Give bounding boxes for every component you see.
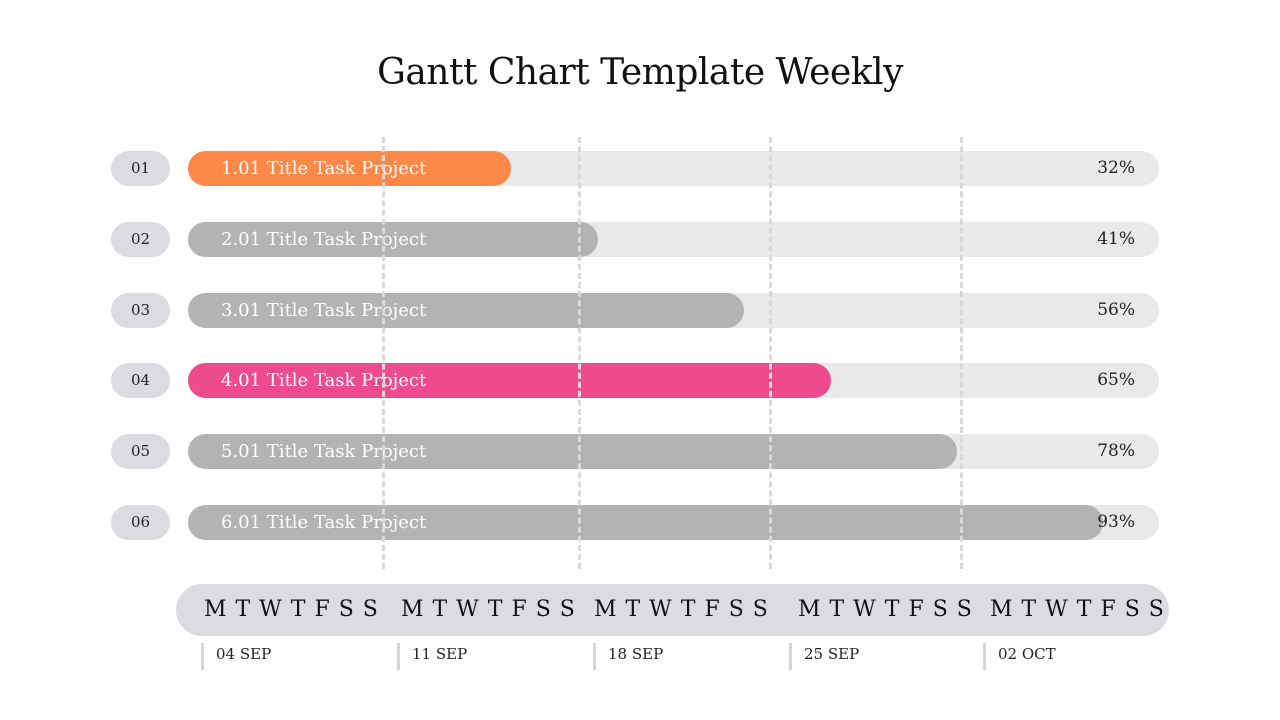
task-bar [188,434,957,469]
week-date-label: 11 SEP [412,645,468,663]
week-days: M T W T F S S [204,597,379,622]
date-tick [593,643,596,670]
week-date-label: 04 SEP [216,645,272,663]
week-days: M T W T F S S [594,597,769,622]
task-label: 2.01 Title Task Project [221,229,427,250]
week-days-band [176,584,1169,636]
week-gridline [382,137,385,569]
task-bar [188,363,831,398]
task-label: 5.01 Title Task Project [221,441,427,462]
week-gridline [960,137,963,569]
week-date-label: 18 SEP [608,645,664,663]
task-percent: 78% [1097,441,1135,461]
week-date-label: 25 SEP [804,645,860,663]
week-gridline [769,137,772,569]
task-percent: 41% [1097,229,1135,249]
task-number: 04 [111,363,170,398]
task-number: 05 [111,434,170,469]
week-days: M T W T F S S [401,597,576,622]
week-days: M T W T F S S [798,597,973,622]
task-bar [188,293,744,328]
date-tick [789,643,792,670]
week-days: M T W T F S S [990,597,1165,622]
task-percent: 65% [1097,370,1135,390]
date-tick [983,643,986,670]
task-percent: 93% [1097,512,1135,532]
task-bar [188,505,1103,540]
task-label: 3.01 Title Task Project [221,300,427,321]
task-number: 02 [111,222,170,257]
date-tick [201,643,204,670]
task-percent: 32% [1097,158,1135,178]
week-gridline [578,137,581,569]
task-label: 1.01 Title Task Project [221,158,427,179]
task-number: 01 [111,151,170,186]
task-number: 06 [111,505,170,540]
date-tick [397,643,400,670]
task-label: 4.01 Title Task Project [221,370,427,391]
week-date-label: 02 OCT [998,645,1056,663]
task-percent: 56% [1097,300,1135,320]
task-bar [188,151,511,186]
task-number: 03 [111,293,170,328]
chart-title: Gantt Chart Template Weekly [377,52,903,93]
task-label: 6.01 Title Task Project [221,512,427,533]
task-bar [188,222,598,257]
